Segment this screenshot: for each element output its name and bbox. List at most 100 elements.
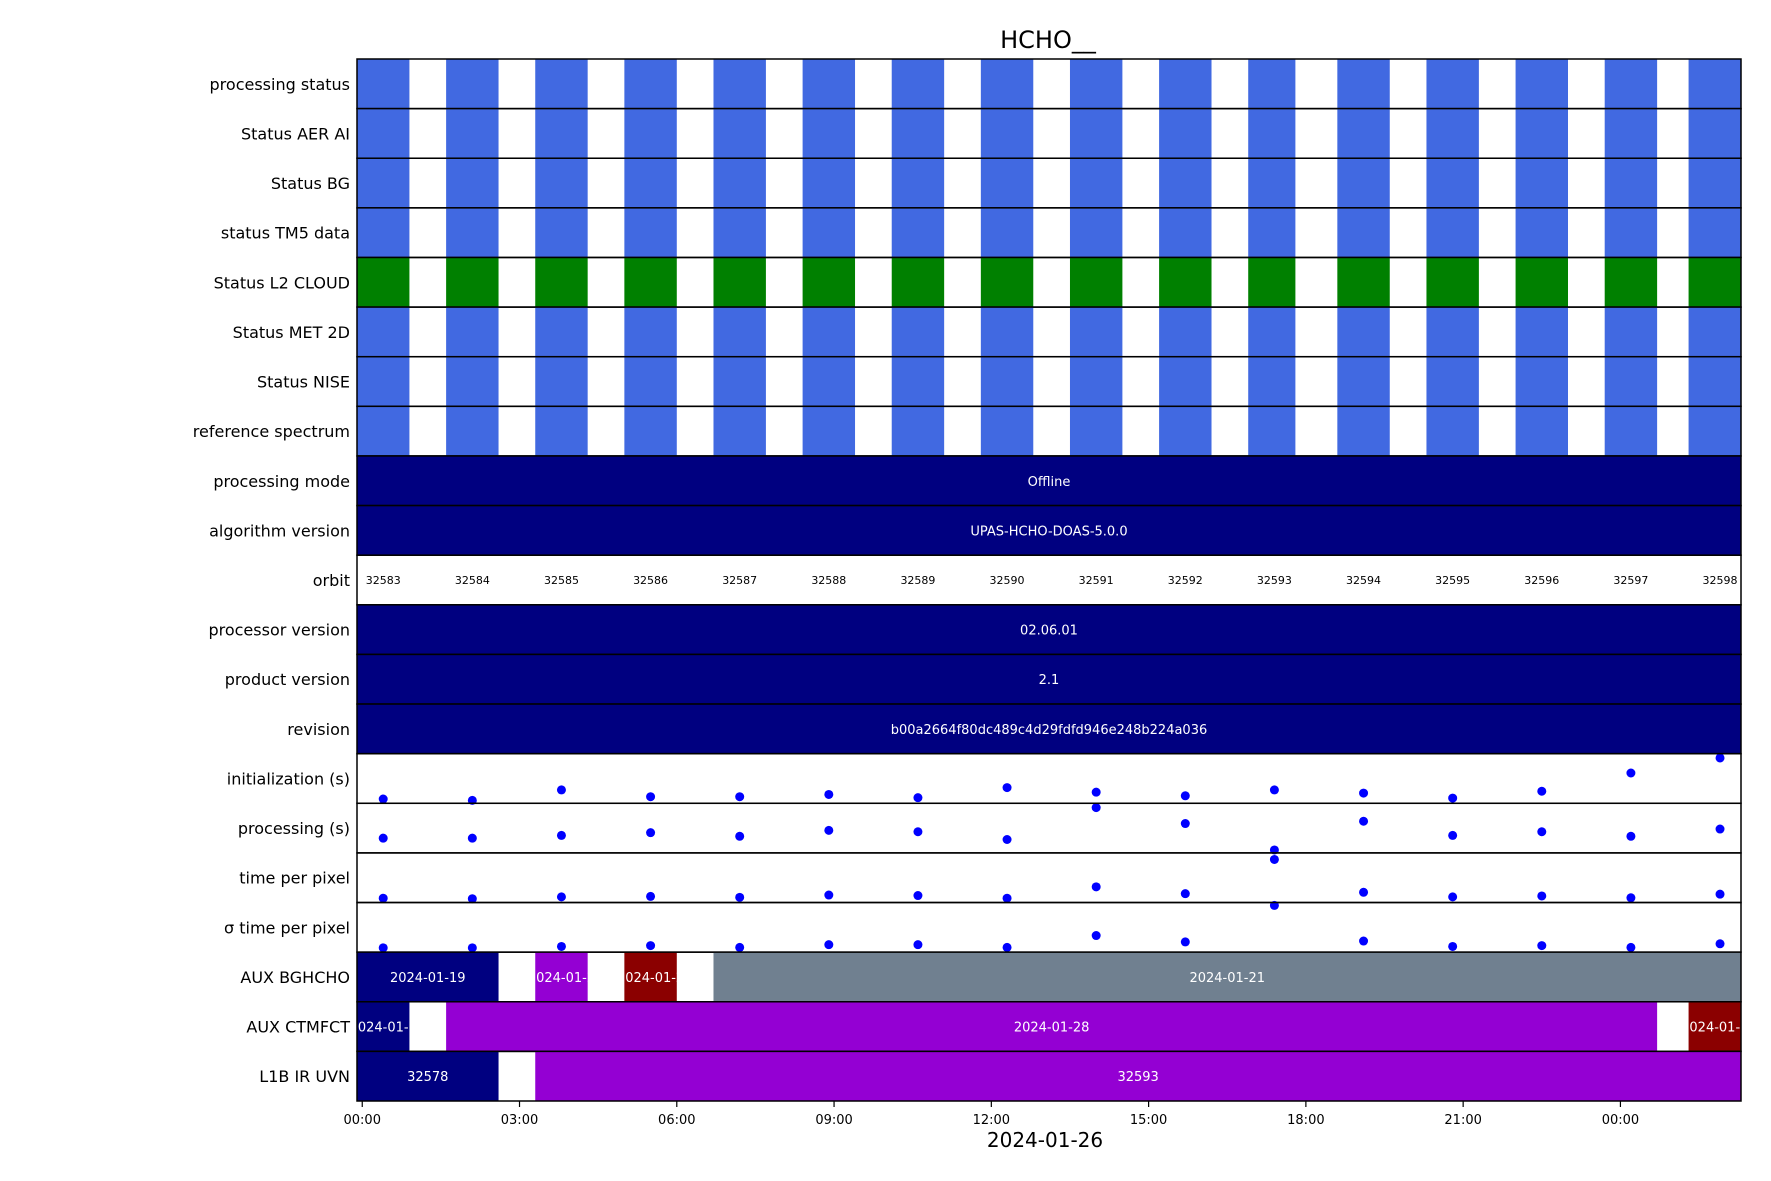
row-label: Status L2 CLOUD — [214, 273, 350, 292]
status-bar — [535, 307, 588, 357]
row-algorithm-version: algorithm version UPAS-HCHO-DOAS-5.0.0 — [209, 504, 1742, 556]
status-bar — [535, 59, 588, 109]
data-point — [1448, 793, 1458, 803]
data-point — [1537, 891, 1547, 901]
data-point — [1537, 786, 1547, 796]
data-point — [1626, 942, 1636, 952]
status-bar — [891, 356, 945, 407]
row-initialization-s: initialization (s) — [227, 752, 1742, 805]
data-point — [1448, 941, 1458, 951]
status-bar — [1069, 59, 1123, 109]
x-tick-label: 06:00 — [658, 1113, 695, 1128]
status-bar — [1159, 406, 1212, 456]
status-bar — [1426, 59, 1479, 109]
status-bar — [713, 257, 766, 308]
status-bar — [1159, 59, 1212, 109]
status-bar — [357, 108, 410, 159]
status-bar — [535, 158, 588, 208]
status-bar — [802, 158, 856, 208]
row-processing-mode: processing mode Offline — [213, 455, 1742, 507]
status-bar — [1515, 108, 1568, 159]
aux-segment-label: 2024-01-19 — [390, 971, 466, 986]
status-bar — [1688, 406, 1741, 456]
row-label: processor version — [208, 621, 350, 640]
status-bar — [446, 207, 499, 258]
aux-segment — [535, 1051, 1741, 1101]
status-bar — [802, 257, 856, 308]
status-bar — [980, 108, 1034, 159]
data-point — [467, 943, 477, 953]
row-label: product version — [225, 670, 350, 689]
value-bar — [357, 704, 1741, 754]
status-bar — [1069, 356, 1123, 407]
row-label: L1B IR UVN — [259, 1067, 350, 1086]
data-point — [824, 890, 834, 900]
row-border — [356, 802, 1742, 854]
status-bar — [1248, 59, 1296, 109]
status-bar — [891, 207, 945, 258]
aux-segment-label: 32578 — [407, 1070, 448, 1085]
row-status-met-2d: Status MET 2D — [233, 306, 1742, 358]
row-label: Status AER AI — [241, 124, 350, 143]
data-point — [735, 942, 745, 952]
value-bar-label: Offline — [1028, 475, 1071, 490]
status-bar — [713, 59, 766, 109]
value-bar — [357, 654, 1741, 705]
status-bar — [1337, 307, 1390, 357]
row-border — [356, 1050, 1742, 1102]
x-tick-label: 12:00 — [973, 1113, 1010, 1128]
row-label: processing mode — [213, 472, 350, 491]
status-bar — [1069, 406, 1123, 456]
status-bar — [1515, 59, 1568, 109]
orbit-number: 32595 — [1435, 574, 1470, 587]
orbit-number: 32589 — [900, 574, 935, 587]
x-tick-label: 21:00 — [1444, 1113, 1481, 1128]
row-label: processing status — [210, 75, 350, 94]
status-bar — [1426, 356, 1479, 407]
data-point — [378, 943, 388, 953]
status-bar — [1604, 257, 1658, 308]
status-bar — [446, 406, 499, 456]
status-bar — [1604, 307, 1658, 357]
status-bar — [980, 406, 1034, 456]
row-label: initialization (s) — [227, 769, 350, 788]
data-point — [1180, 937, 1190, 947]
x-tick-label: 03:00 — [501, 1113, 538, 1128]
data-point — [1180, 791, 1190, 801]
status-bar — [535, 108, 588, 159]
data-point — [1626, 768, 1636, 778]
aux-segment — [1688, 1001, 1741, 1052]
data-point — [1359, 816, 1369, 826]
status-bar — [802, 207, 856, 258]
data-point — [1269, 785, 1279, 795]
status-bar — [1426, 108, 1479, 159]
orbit-number: 32598 — [1703, 574, 1738, 587]
data-point — [1715, 939, 1725, 949]
data-point — [1002, 835, 1012, 844]
status-bar — [357, 207, 410, 258]
orbit-number: 32593 — [1257, 574, 1292, 587]
row-label: revision — [287, 720, 350, 739]
status-bar — [713, 158, 766, 208]
x-tick-label: 18:00 — [1287, 1113, 1324, 1128]
status-bar — [1604, 108, 1658, 159]
status-bar — [1688, 356, 1741, 407]
data-point — [467, 894, 477, 904]
status-bar — [802, 108, 856, 159]
orbit-number: 32590 — [990, 574, 1025, 587]
data-point — [1359, 788, 1369, 798]
row-aux-ctmfct: AUX CTMFCT 2024-01-2 2024-01-28 2024-01-2 — [246, 1001, 1742, 1053]
data-point — [646, 941, 656, 951]
status-bar — [535, 406, 588, 456]
status-bar — [446, 257, 499, 308]
row-status-aer-ai: Status AER AI — [241, 107, 1742, 159]
status-bar — [713, 307, 766, 357]
status-bar — [357, 356, 410, 407]
data-point — [1448, 830, 1458, 840]
status-bar — [1159, 207, 1212, 258]
row-label: AUX CTMFCT — [246, 1018, 350, 1037]
data-point — [735, 831, 745, 841]
status-bar — [1426, 207, 1479, 258]
row-reference-spectrum: reference spectrum — [193, 405, 1742, 457]
status-bar — [1604, 158, 1658, 208]
